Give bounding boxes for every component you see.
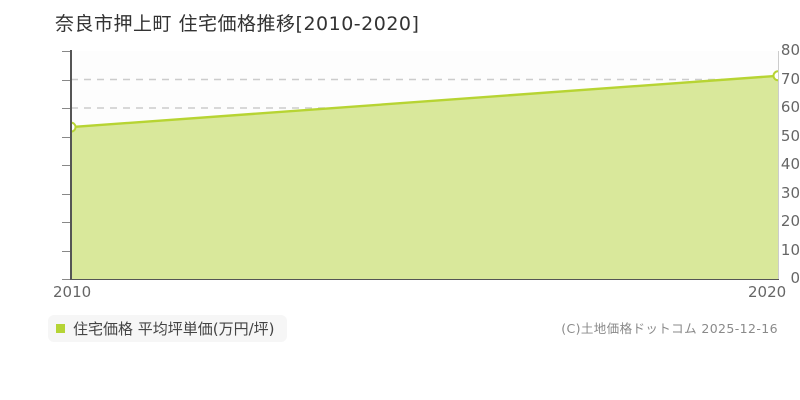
y-tick-label: 40 bbox=[780, 155, 800, 173]
series-line bbox=[71, 74, 778, 129]
y-tick-mark bbox=[62, 250, 70, 252]
y-tick-mark bbox=[62, 79, 70, 81]
data-point-marker[interactable] bbox=[71, 121, 77, 133]
y-tick-mark bbox=[62, 193, 70, 195]
x-axis-line bbox=[70, 279, 779, 280]
y-tick-mark bbox=[62, 51, 70, 52]
y-tick-mark bbox=[62, 279, 70, 280]
y-tick-mark bbox=[62, 222, 70, 223]
y-tick-label: 70 bbox=[780, 69, 800, 88]
x-tick-label: 2020 bbox=[748, 283, 787, 301]
y-tick-mark bbox=[62, 136, 70, 138]
y-tick-label: 30 bbox=[780, 183, 800, 202]
y-tick-mark bbox=[62, 108, 70, 109]
y-axis-line bbox=[70, 50, 72, 280]
legend: 住宅価格 平均坪単価(万円/坪) bbox=[48, 315, 287, 342]
chart-title: 奈良市押上町 住宅価格推移[2010-2020] bbox=[55, 13, 420, 35]
plot-right-border bbox=[778, 51, 779, 279]
y-tick-label: 20 bbox=[780, 212, 800, 230]
area-fill bbox=[71, 75, 778, 279]
y-tick-label: 60 bbox=[780, 98, 800, 116]
y-tick-label: 50 bbox=[780, 126, 800, 145]
y-tick-label: 10 bbox=[780, 240, 800, 259]
y-tick-mark bbox=[62, 165, 70, 166]
legend-swatch-icon bbox=[56, 324, 65, 333]
copyright-text: (C)土地価格ドットコム 2025-12-16 bbox=[561, 321, 778, 336]
y-tick-label: 0 bbox=[790, 269, 800, 287]
y-tick-label: 80 bbox=[780, 41, 800, 59]
x-tick-label: 2010 bbox=[53, 283, 92, 301]
legend-label: 住宅価格 平均坪単価(万円/坪) bbox=[73, 320, 275, 338]
area-series-svg bbox=[71, 70, 779, 279]
data-point-marker[interactable] bbox=[772, 70, 779, 82]
plot-area bbox=[71, 51, 778, 279]
